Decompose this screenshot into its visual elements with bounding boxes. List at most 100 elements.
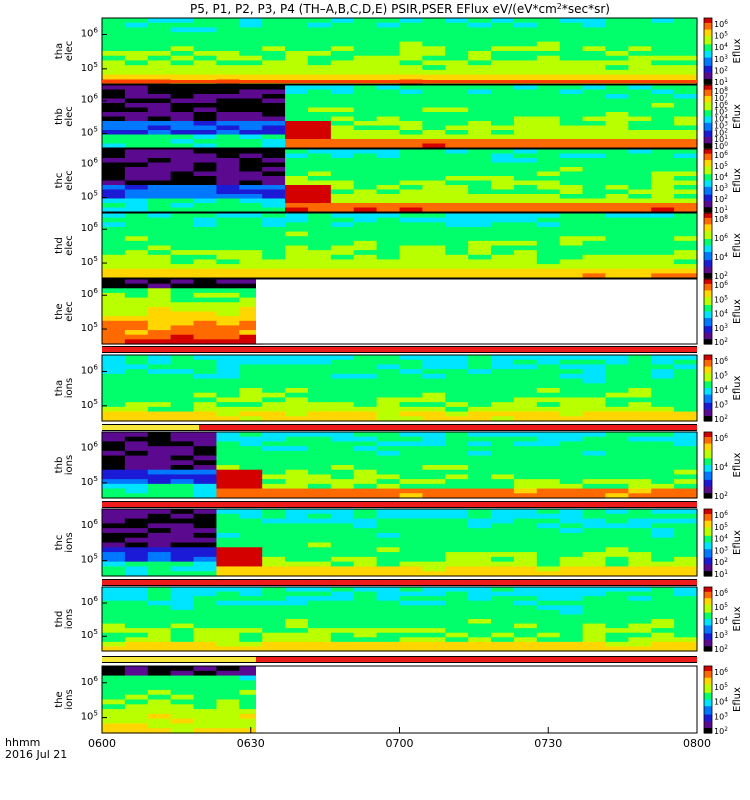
heatmap-cell [513,198,538,204]
heatmap-cell [285,162,309,168]
heatmap-cell [307,69,332,76]
heatmap-cell [399,36,423,43]
heatmap-cell [307,587,332,593]
heatmap-cell [193,320,218,327]
colorbar-swatch [704,458,712,461]
heatmap-cell [376,171,401,177]
heatmap-cell [468,41,492,47]
heatmap-cell [605,528,629,534]
heatmap-cell [193,279,218,285]
heatmap-cell [353,116,378,122]
heatmap-cell [491,259,515,265]
heatmap-cell [239,479,263,485]
heatmap-cell [102,552,126,558]
heatmap-cell [262,65,286,71]
heatmap-cell [651,479,675,485]
heatmap-cell [102,259,126,265]
heatmap-cell [193,222,218,228]
heatmap-cell [170,85,195,91]
heatmap-cell [468,441,492,447]
heatmap-cell [102,226,126,233]
heatmap-cell [239,556,263,563]
heatmap-cell [651,436,675,443]
heatmap-cell [399,605,423,611]
heatmap-cell [445,561,469,568]
heatmap-cell [513,74,538,80]
heatmap-cell [491,158,515,164]
heatmap-cell [399,85,423,91]
heatmap-cell [559,236,584,242]
heatmap-cell [262,483,286,490]
heatmap-cell [330,542,355,548]
heatmap-cell [353,213,378,219]
heatmap-cell [147,236,172,242]
heatmap-cell [170,369,195,375]
heatmap-cell [628,537,652,544]
heatmap-cell [651,455,675,461]
colorbar-swatch [704,545,712,549]
heatmap-cell [628,98,652,104]
heatmap-cell [399,94,423,100]
heatmap-cell [102,528,126,534]
heatmap-cell [216,596,240,602]
heatmap-cell [124,69,149,76]
heatmap-cell [376,46,401,52]
heatmap-cell [353,98,378,104]
heatmap-cell [239,162,263,168]
heatmap-cell [216,479,240,485]
heatmap-cell [628,416,652,422]
colorbar-swatch [704,729,712,732]
colorbar-swatch [704,564,712,567]
heatmap-cell [628,596,652,602]
heatmap-cell [239,373,263,380]
heatmap-cell [124,469,149,476]
heatmap-cell [124,55,149,62]
heatmap-cell [102,637,126,643]
colorbar-swatch [704,627,712,630]
heatmap-cell [582,646,607,652]
heatmap-cell [491,383,515,389]
heatmap-cell [262,245,286,251]
colorbar-tick-label: 105 [714,603,728,612]
heatmap-cell [262,547,286,553]
heatmap-cell [239,364,263,370]
colorbar-swatch [704,440,712,443]
heatmap-cell [170,685,195,691]
heatmap-cell [307,465,332,471]
heatmap-cell [330,85,355,91]
colorbar-swatch [704,144,712,148]
colorbar-tick-label: 103 [714,121,728,130]
heatmap-cell [651,619,675,625]
heatmap-cell [605,537,629,544]
heatmap-cell [651,488,675,494]
y-tick-label: 105 [81,396,98,411]
heatmap-cell [582,134,607,140]
heatmap-cell [262,213,286,219]
heatmap-cell [307,134,332,140]
colorbar-swatch [704,631,712,634]
heatmap-cell [422,107,446,113]
heatmap-cell [468,378,492,384]
heatmap-cell [536,542,561,548]
heatmap-cell [262,455,286,461]
heatmap-cell [491,213,515,219]
heatmap-cell [582,432,607,438]
heatmap-cell [216,334,240,340]
heatmap-cell [193,532,218,539]
heatmap-cell [102,231,126,237]
heatmap-cell [102,483,126,490]
heatmap-cell [674,203,698,209]
heatmap-cell [536,22,561,29]
colorbar-swatch [704,554,712,557]
heatmap-cell [239,334,263,340]
colorbar-swatch [704,202,712,205]
colorbar-swatch [704,399,712,402]
colorbar-swatch [704,471,712,474]
heatmap-cell [399,632,423,638]
heatmap-cell [651,231,675,237]
panel-probe-label: the [54,303,65,319]
heatmap-cell [491,561,515,568]
heatmap-cell [651,406,675,413]
heatmap-cell [651,605,675,611]
colorbar-swatch [704,153,712,156]
